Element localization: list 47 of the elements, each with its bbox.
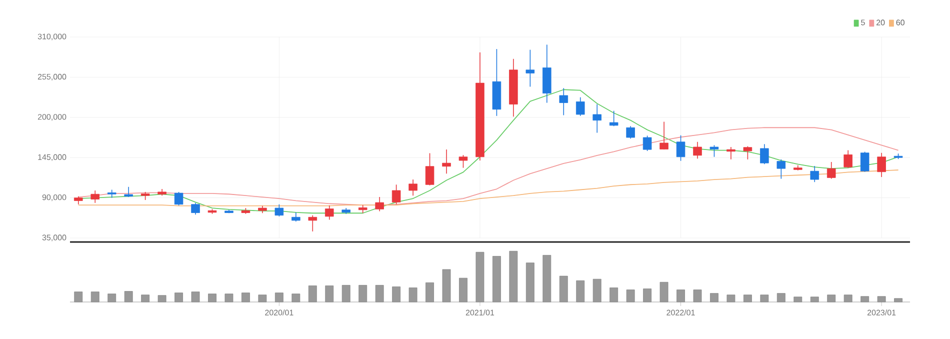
candlestick [308, 214, 318, 232]
candlestick [292, 212, 300, 222]
candlestick [826, 162, 836, 180]
candlestick [726, 146, 736, 160]
candlestick [124, 186, 133, 198]
y-tick-label: 90,000 [42, 194, 66, 202]
y-tick-label: 35,000 [42, 234, 66, 242]
x-tick-label: 2022/01 [666, 310, 695, 316]
x-tick-label: 2020/01 [265, 310, 294, 316]
candlestick [526, 49, 535, 88]
legend-label: 60 [896, 20, 904, 26]
candlestick [626, 126, 635, 139]
candlestick [609, 110, 618, 127]
candlestick [642, 135, 652, 152]
y-tick-label: 310,000 [38, 34, 66, 40]
candlestick [760, 144, 769, 165]
x-tick-label: 2023/01 [868, 310, 896, 316]
candlestick [274, 204, 284, 217]
candlestick [425, 152, 434, 186]
candlestick [860, 151, 870, 172]
candlestick [442, 149, 451, 174]
y-tick-label: 200,000 [38, 114, 66, 121]
y-tick-label: 145,000 [38, 154, 66, 161]
candlestick [375, 196, 384, 212]
candlestick [324, 205, 334, 220]
candlestick [877, 152, 886, 178]
candlestick [392, 184, 401, 205]
candlestick [408, 179, 418, 196]
candlestick [660, 121, 668, 150]
candlestick [776, 159, 786, 180]
candlestick [844, 150, 852, 168]
candlestick [458, 154, 468, 168]
candlestick [710, 144, 719, 158]
candlestick [592, 104, 602, 134]
legend-label: 20 [876, 20, 885, 26]
x-tick-label: 2021/01 [466, 310, 494, 316]
candlestick [676, 134, 686, 162]
candlestick [693, 141, 702, 160]
candlestick [559, 88, 568, 116]
candlestick [174, 192, 184, 206]
candlestick [576, 96, 585, 116]
y-tick-label: 255,000 [38, 74, 66, 80]
candlestick [810, 166, 820, 182]
legend-label: 5 [861, 20, 865, 26]
candlestick [191, 202, 200, 215]
candlestick [743, 146, 752, 160]
candlestick [90, 190, 100, 204]
